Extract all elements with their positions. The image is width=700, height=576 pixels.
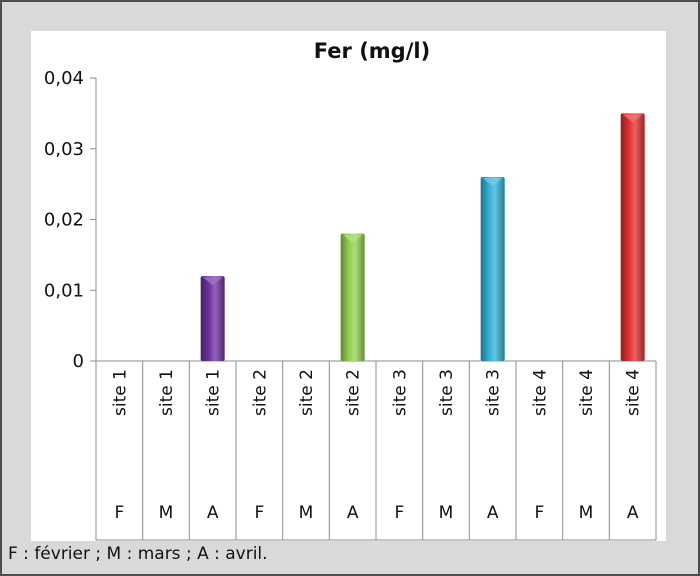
category-month-label: A [487,503,499,523]
bar-top-bevel [622,114,643,123]
bar-top-bevel [342,234,363,243]
category-month-label: A [627,503,639,523]
category-month-label: A [207,503,219,523]
bars [200,113,645,361]
bar [620,113,645,361]
y-tick-label: 0 [73,351,84,372]
category-site-label: site 4 [624,369,644,416]
category-site-label: site 2 [250,369,270,416]
bar-top-bevel [482,178,503,187]
category-site-label: site 4 [530,369,550,416]
category-month-label: F [394,503,404,523]
y-tick-label: 0,03 [44,139,84,160]
bar-top-bevel [202,277,223,286]
category-month-label: M [299,503,314,523]
bar [480,177,505,361]
category-site-label: site 2 [297,369,317,416]
category-site-label: site 3 [437,369,457,416]
category-site-label: site 3 [390,369,410,416]
category-site-label: site 1 [110,369,130,416]
y-tick-label: 0,02 [44,210,84,231]
y-axis-ticks: 0 0,01 0,02 0,03 0,04 [44,68,96,372]
category-site-label: site 2 [344,369,364,416]
category-month-label: M [439,503,454,523]
category-month-label: F [254,503,264,523]
chart-title: Fer (mg/l) [314,39,430,63]
category-site-label: site 3 [484,369,504,416]
category-month-label: M [159,503,174,523]
category-month-label: A [347,503,359,523]
category-site-label: site 1 [157,369,177,416]
bar [340,233,365,361]
category-month-label: M [579,503,594,523]
bar [200,276,225,361]
category-site-label: site 4 [577,369,597,416]
category-month-label: F [534,503,544,523]
footnote: F : février ; M : mars ; A : avril. [8,544,268,564]
y-tick-label: 0,04 [44,68,84,89]
chart-axes [95,78,657,541]
y-tick-label: 0,01 [44,280,84,301]
category-month-label: F [114,503,124,523]
category-site-label: site 1 [204,369,224,416]
